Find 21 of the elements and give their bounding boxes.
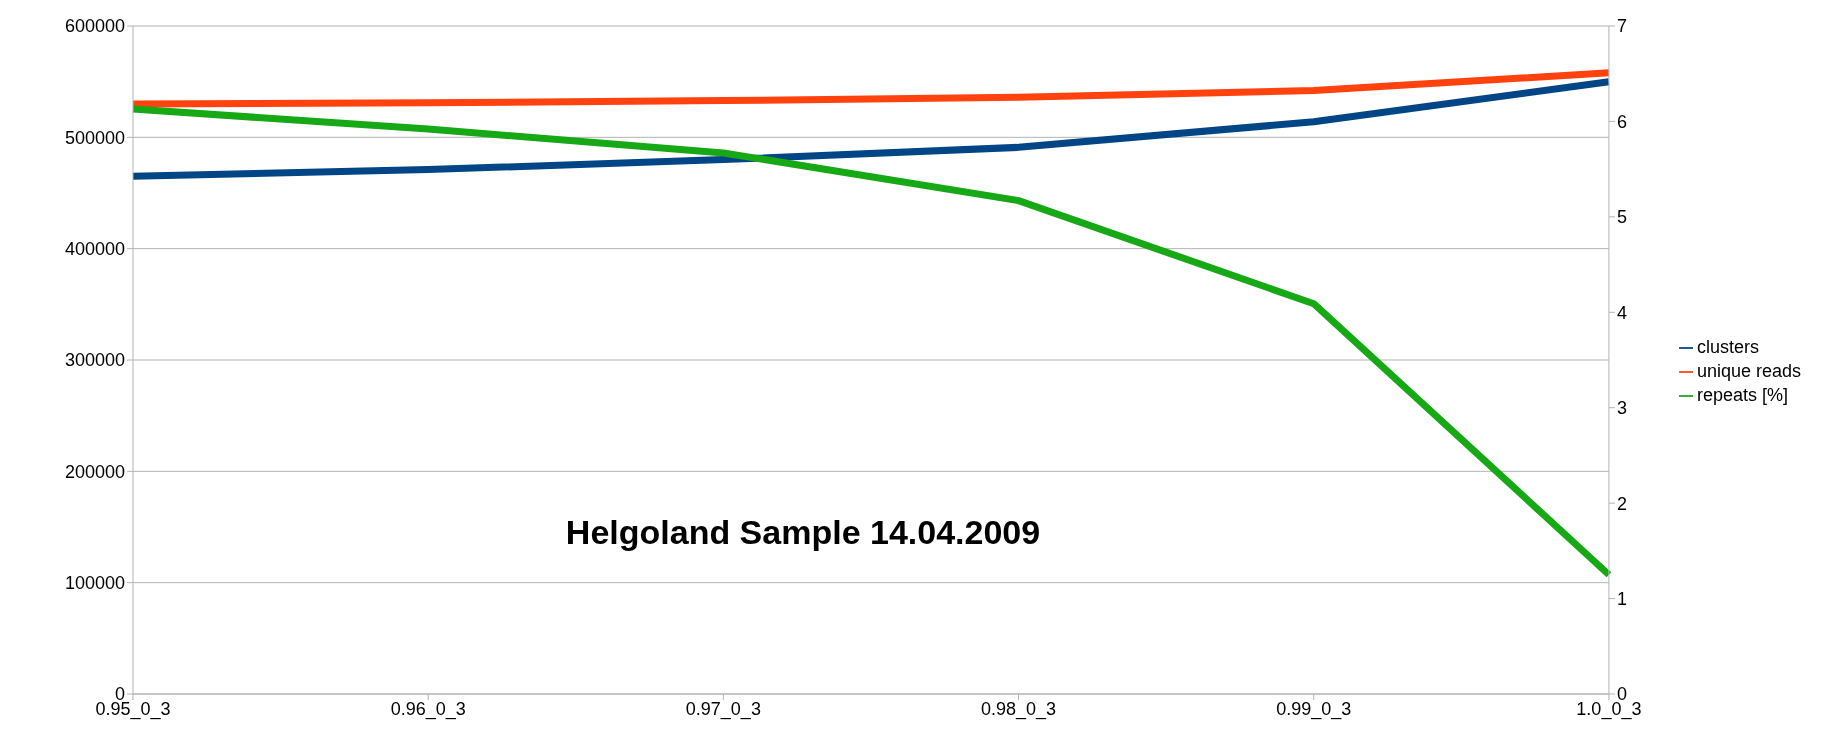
y-tick-label: 400000: [64, 239, 125, 260]
legend-label: clusters: [1696, 337, 1759, 357]
x-tick-label: 0.97_0_3: [685, 698, 761, 720]
y2-tick-label: 7: [1616, 16, 1627, 37]
y2-tick-label: 6: [1616, 111, 1627, 132]
y-tick-label: 500000: [64, 127, 125, 148]
x-tick-label: 0.96_0_3: [390, 698, 466, 720]
y2-tick-label: 1: [1616, 588, 1627, 609]
x-tick-label: 0.99_0_3: [1276, 698, 1352, 720]
y2-tick-label: 5: [1616, 207, 1627, 228]
y2-tick-label: 2: [1616, 493, 1627, 514]
y-tick-label: 100000: [64, 573, 125, 594]
y2-tick-label: 4: [1616, 302, 1627, 323]
text: Helgoland Sample 14.04.2009: [564, 513, 1042, 552]
y-tick-label: 300000: [64, 350, 125, 371]
y2-tick-label: 3: [1616, 398, 1627, 419]
y-tick-label: 200000: [64, 461, 125, 482]
legend-label: unique reads: [1696, 361, 1801, 381]
x-tick-label: 0.98_0_3: [981, 698, 1057, 720]
y-tick-label: 600000: [64, 16, 125, 37]
legend-label: repeats [%]: [1696, 385, 1788, 405]
